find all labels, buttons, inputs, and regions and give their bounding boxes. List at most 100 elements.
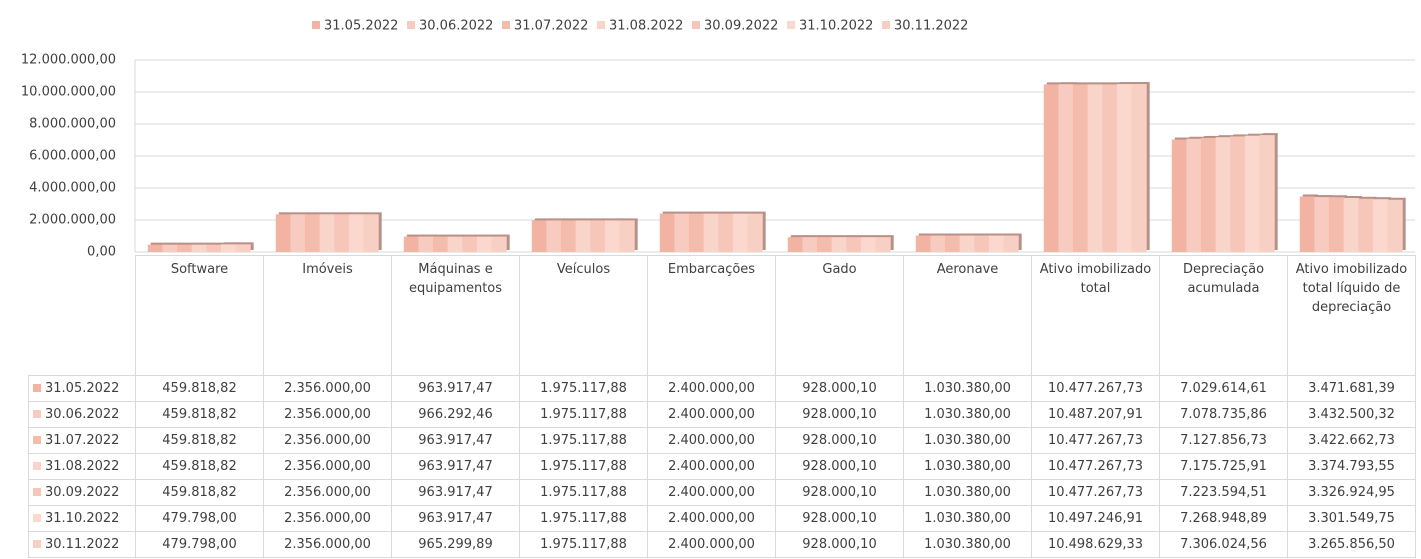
table-cell: 963.917,47	[391, 479, 520, 506]
bar	[590, 220, 606, 252]
table-cell: 963.917,47	[391, 505, 520, 532]
legend-swatch	[692, 21, 700, 29]
category-label: Embarcações	[647, 255, 776, 376]
table-cell: 928.000,10	[775, 479, 904, 506]
bar	[1003, 235, 1019, 252]
row-header: 31.08.2022	[28, 453, 136, 480]
row-header: 31.10.2022	[28, 505, 136, 532]
table-cell: 2.400.000,00	[647, 479, 776, 506]
bar	[1073, 84, 1089, 253]
bar	[1058, 84, 1074, 252]
row-label: 31.10.2022	[45, 511, 120, 526]
legend-swatch	[33, 488, 41, 496]
bar	[689, 213, 705, 252]
legend-label: 31.10.2022	[799, 19, 873, 34]
bar	[433, 236, 449, 252]
category-label: Depreciação acumulada	[1159, 255, 1288, 376]
bar	[476, 236, 493, 252]
table-cell: 2.356.000,00	[263, 401, 392, 428]
category-label: Imóveis	[263, 255, 392, 376]
table-cell: 963.917,47	[391, 453, 520, 480]
legend-swatch	[787, 21, 795, 29]
bar	[604, 220, 621, 252]
bar	[447, 236, 463, 252]
table-cell: 459.818,82	[135, 375, 264, 402]
table-cell: 479.798,00	[135, 505, 264, 532]
bar	[945, 235, 961, 252]
table-cell: 10.498.629,33	[1031, 531, 1160, 558]
table-cell: 2.356.000,00	[263, 375, 392, 402]
bar	[1230, 136, 1246, 252]
bars	[147, 84, 1403, 253]
bar	[817, 237, 833, 252]
table-cell: 1.030.380,00	[903, 531, 1032, 558]
legend-label: 30.09.2022	[704, 19, 778, 34]
legend-swatch	[33, 384, 41, 392]
category-label: Gado	[775, 255, 904, 376]
table-cell: 7.127.856,73	[1159, 427, 1288, 454]
bar	[403, 236, 419, 252]
row-header: 30.06.2022	[28, 401, 136, 428]
y-tick-label: 2.000.000,00	[29, 213, 116, 228]
table-cell: 963.917,47	[391, 427, 520, 454]
bar	[718, 213, 734, 252]
legend-swatch	[33, 540, 41, 548]
table-cell: 459.818,82	[135, 453, 264, 480]
bar	[787, 237, 803, 252]
bar	[177, 244, 193, 252]
bar	[1131, 84, 1147, 252]
table-cell: 10.477.267,73	[1031, 479, 1160, 506]
bar	[619, 220, 635, 252]
bar	[363, 214, 379, 252]
y-tick-label: 8.000.000,00	[29, 117, 116, 132]
table-cell: 10.477.267,73	[1031, 375, 1160, 402]
legend-swatch	[33, 462, 41, 470]
table-cell: 966.292,46	[391, 401, 520, 428]
row-header: 31.07.2022	[28, 427, 136, 454]
table-cell: 928.000,10	[775, 453, 904, 480]
data-row: 31.05.2022 459.818,82 2.356.000,00 963.917,…	[28, 375, 1416, 402]
table-cell: 2.356.000,00	[263, 427, 392, 454]
bar	[959, 235, 975, 252]
bar	[974, 235, 990, 252]
data-table: Software Imóveis Máquinas e equipamentos Ve…	[28, 255, 1416, 558]
bar	[802, 237, 818, 252]
table-cell: 928.000,10	[775, 531, 904, 558]
row-header: 30.09.2022	[28, 479, 136, 506]
bar	[875, 237, 891, 252]
row-label: 30.06.2022	[45, 407, 120, 422]
data-row: 31.07.2022 459.818,82 2.356.000,00 963.917,…	[28, 427, 1416, 454]
table-cell: 459.818,82	[135, 427, 264, 454]
table-cell: 2.400.000,00	[647, 427, 776, 454]
bar	[1171, 139, 1187, 252]
bar	[1329, 197, 1345, 252]
legend-swatch	[597, 21, 605, 29]
bar	[1259, 135, 1275, 252]
row-label: 30.11.2022	[45, 537, 120, 552]
table-cell: 459.818,82	[135, 479, 264, 506]
bar	[831, 237, 847, 252]
legend-label: 31.07.2022	[514, 19, 588, 34]
bar	[1186, 138, 1202, 252]
header-row: Software Imóveis Máquinas e equipamentos Ve…	[28, 255, 1416, 376]
table-cell: 928.000,10	[775, 505, 904, 532]
bar	[747, 213, 763, 252]
table-cell: 10.477.267,73	[1031, 453, 1160, 480]
table-cell: 459.818,82	[135, 401, 264, 428]
bar	[1343, 198, 1359, 252]
bar	[491, 236, 507, 252]
table-cell: 3.265.856,50	[1287, 531, 1416, 558]
row-label: 30.09.2022	[45, 485, 120, 500]
table-cell: 1.975.117,88	[519, 479, 648, 506]
data-row: 30.06.2022 459.818,82 2.356.000,00 966.292,…	[28, 401, 1416, 428]
bar	[162, 244, 178, 252]
bar	[546, 220, 562, 252]
bar	[1043, 84, 1059, 253]
table-cell: 479.798,00	[135, 531, 264, 558]
category-label: Ativo imobilizado total	[1031, 255, 1160, 376]
bar	[561, 220, 577, 252]
bar	[275, 214, 291, 252]
legend-swatch	[312, 21, 320, 29]
table-cell: 7.029.614,61	[1159, 375, 1288, 402]
table-cell: 1.975.117,88	[519, 505, 648, 532]
